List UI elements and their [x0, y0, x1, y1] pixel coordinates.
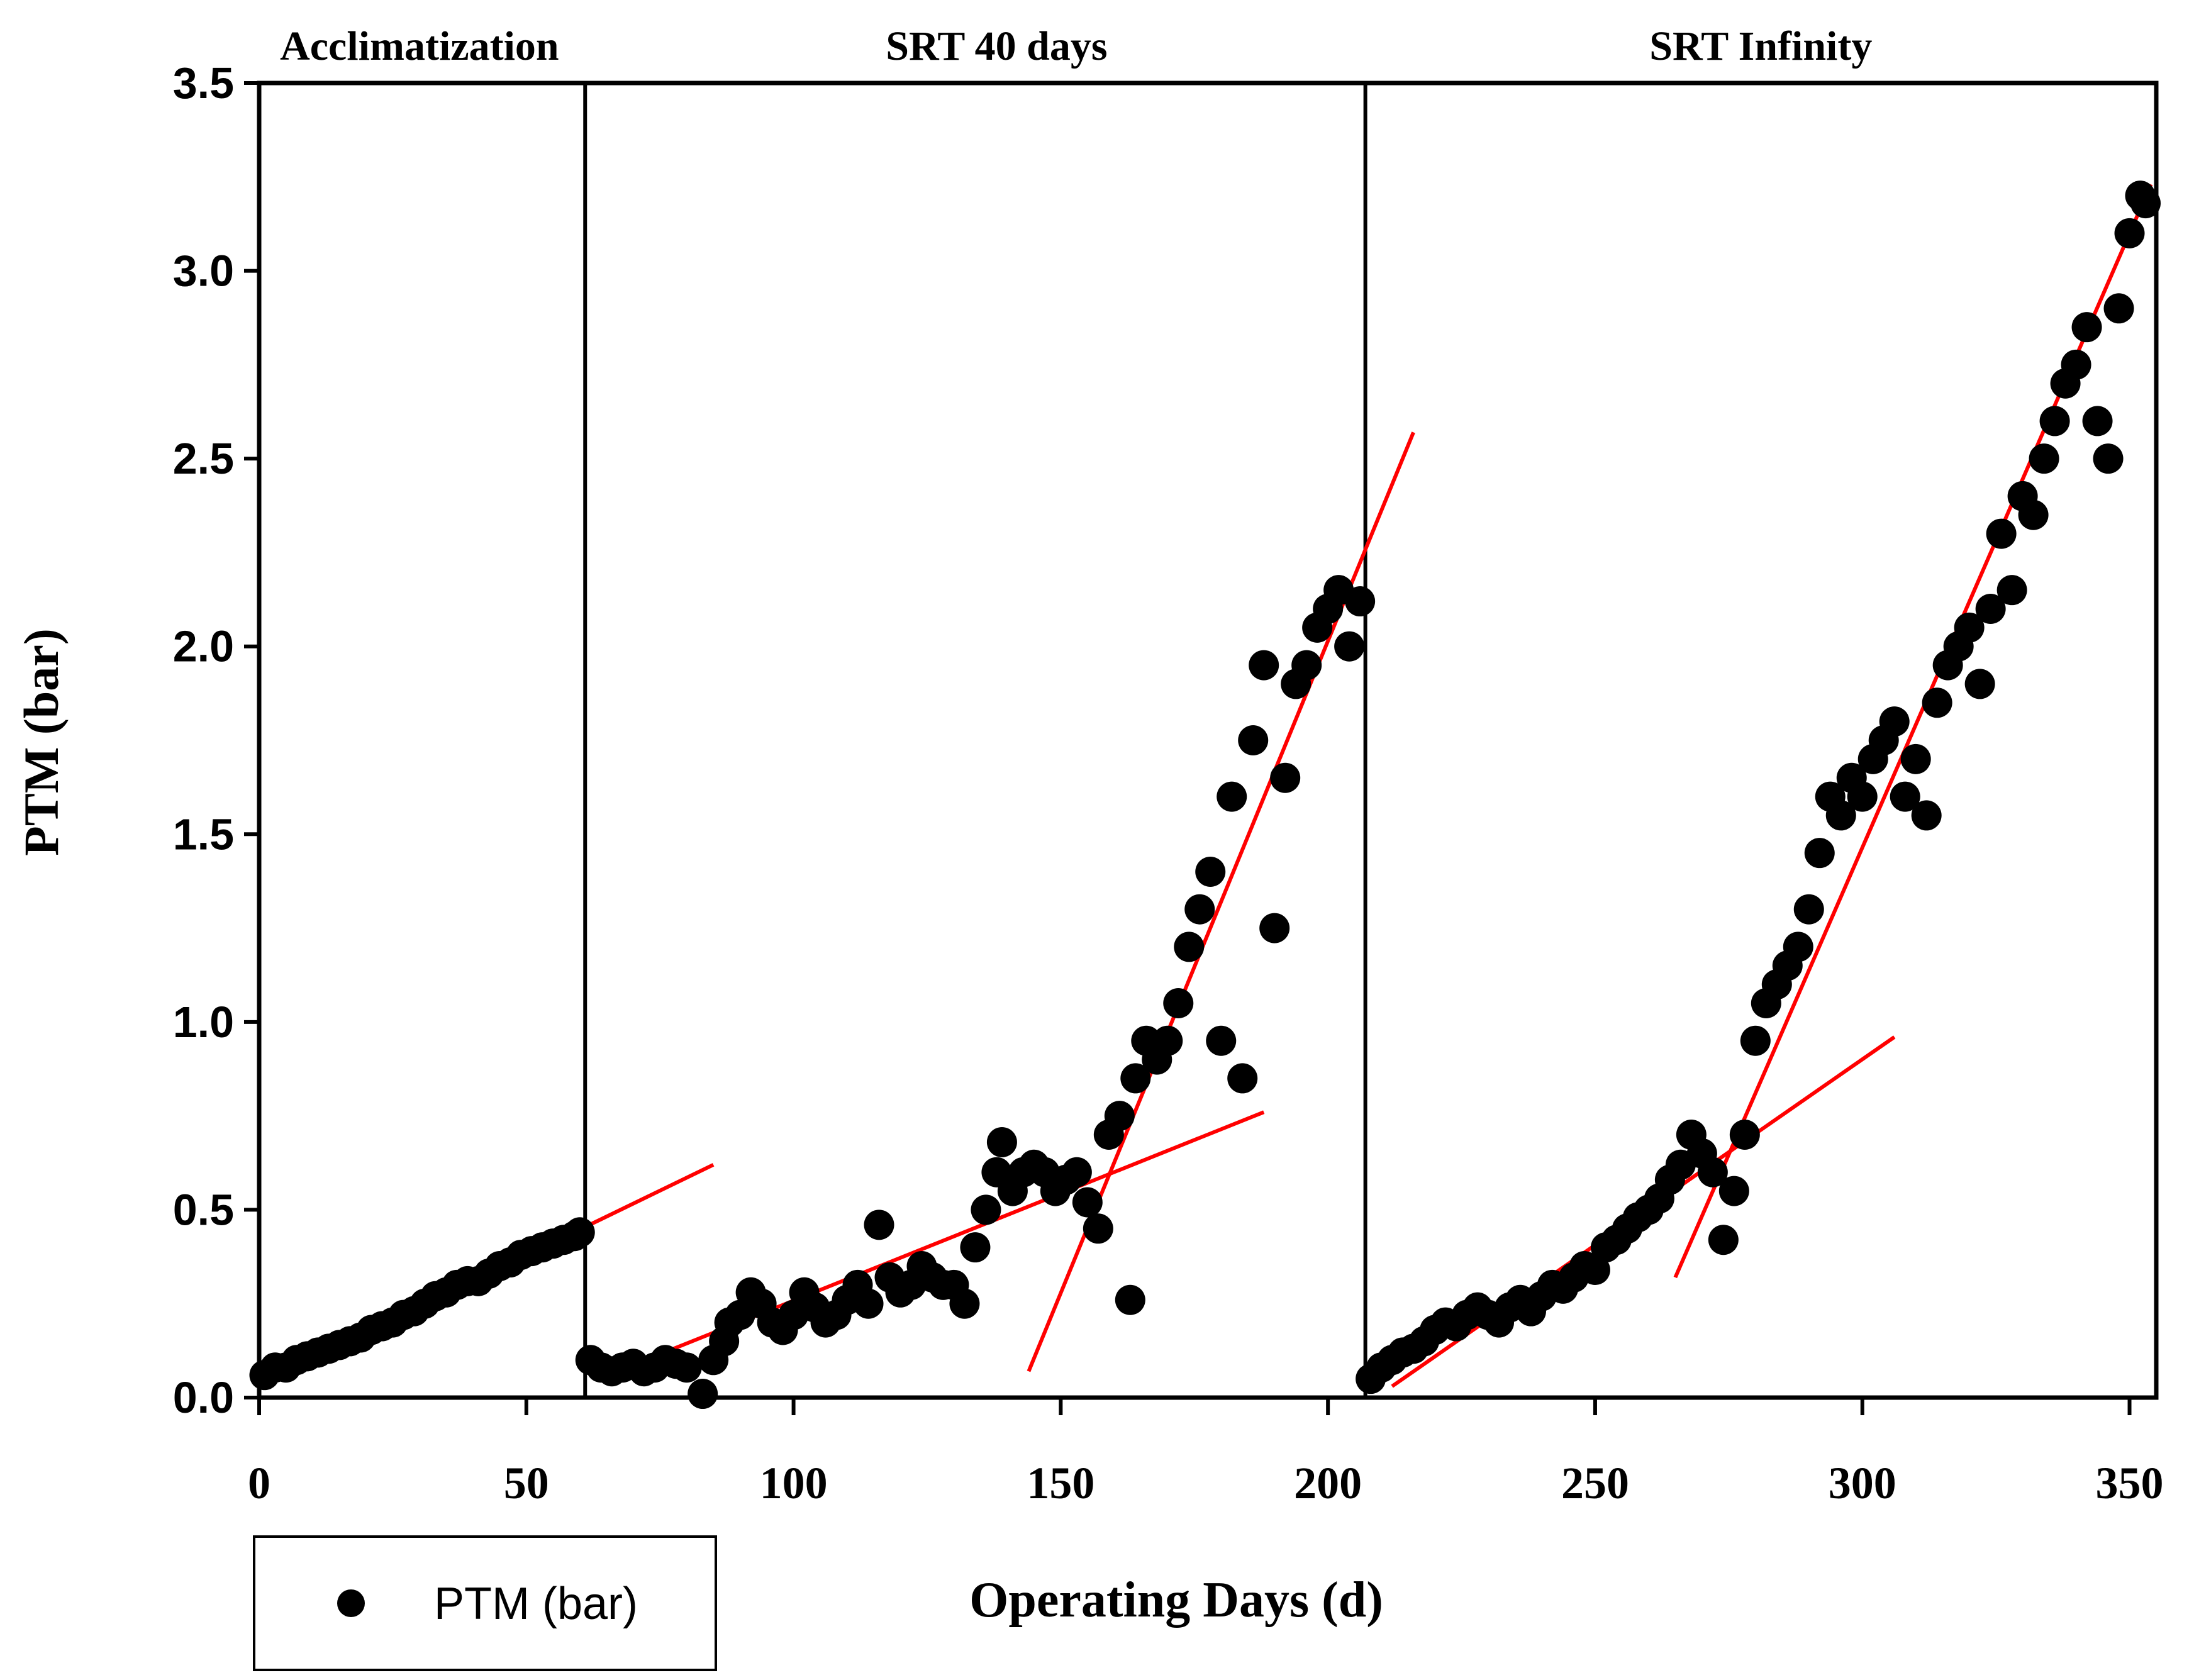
data-point	[853, 1288, 884, 1319]
y-axis-ticks: 0.0 0.5 1.0 1.5 2.0 2.5 3.0 3.5	[173, 58, 259, 1422]
y-tick-label: 2.5	[173, 434, 234, 483]
data-point	[1174, 932, 1205, 962]
phase-boundaries	[583, 83, 1367, 1398]
data-point	[1345, 586, 1376, 617]
data-point	[1964, 669, 1995, 699]
data-point	[1847, 781, 1878, 812]
phase-title-srt-40-days: SRT 40 days	[886, 23, 1107, 69]
legend-marker	[337, 1589, 365, 1617]
data-point	[1104, 1101, 1135, 1132]
data-point	[960, 1232, 991, 1263]
legend-box	[253, 1535, 717, 1671]
y-tick-label: 1.0	[173, 998, 234, 1047]
data-points	[249, 181, 2161, 1410]
data-point	[1793, 894, 1824, 925]
x-tick-label: 300	[1829, 1458, 1896, 1508]
data-point	[1954, 612, 1985, 643]
data-point	[1334, 631, 1365, 662]
data-point	[1740, 1025, 1771, 1056]
data-point	[1804, 838, 1835, 869]
data-point	[1206, 1025, 1237, 1056]
y-axis-label: PTM (bar)	[14, 628, 69, 856]
fit-line	[1673, 184, 2153, 1279]
x-tick-label: 50	[504, 1458, 549, 1508]
data-point	[1579, 1254, 1610, 1285]
data-point	[1986, 518, 2017, 549]
y-tick-label: 3.5	[173, 58, 234, 108]
data-point	[2114, 218, 2145, 248]
x-axis-label: Operating Days (d)	[969, 1572, 1383, 1628]
phase-title-acclimatization: Acclimatization	[280, 23, 559, 69]
data-point	[1708, 1225, 1739, 1255]
data-point	[671, 1352, 702, 1383]
legend-label: PTM (bar)	[434, 1579, 638, 1629]
y-tick-label: 0.0	[173, 1373, 234, 1422]
data-point	[1152, 1025, 1183, 1056]
data-point	[1718, 1176, 1749, 1206]
data-point	[2039, 406, 2070, 437]
data-point	[2071, 312, 2102, 343]
data-point	[1922, 687, 1952, 718]
x-tick-label: 0	[248, 1458, 270, 1508]
data-point	[1217, 781, 1247, 812]
data-point	[1879, 706, 1910, 737]
data-point	[986, 1126, 1017, 1157]
data-point	[1270, 762, 1301, 793]
y-tick-label: 3.0	[173, 247, 234, 296]
data-point	[1061, 1157, 1092, 1188]
data-point	[1238, 725, 1269, 755]
x-tick-label: 150	[1027, 1458, 1094, 1508]
data-point	[1227, 1063, 1258, 1094]
x-tick-label: 350	[2096, 1458, 2164, 1508]
data-point	[1120, 1063, 1151, 1094]
data-point	[564, 1217, 595, 1248]
data-point	[1115, 1284, 1145, 1315]
data-point	[1072, 1187, 1103, 1218]
x-tick-label: 200	[1294, 1458, 1362, 1508]
data-point	[1911, 800, 1942, 831]
data-point	[688, 1379, 718, 1410]
data-point	[1996, 575, 2027, 606]
x-axis-ticks: 0 50 100 150 200 250 300 350	[248, 1398, 2164, 1508]
data-point	[1697, 1157, 1728, 1188]
y-tick-label: 1.5	[173, 809, 234, 859]
x-tick-label: 100	[760, 1458, 828, 1508]
data-point	[1163, 988, 1194, 1018]
data-point	[1890, 781, 1920, 812]
y-tick-label: 2.0	[173, 622, 234, 671]
data-point	[1195, 857, 1226, 887]
data-point	[1249, 650, 1279, 681]
data-point	[1900, 743, 1931, 774]
data-point	[1825, 800, 1856, 831]
data-point	[1783, 932, 1813, 962]
data-point	[1729, 1120, 1760, 1150]
y-tick-label: 0.5	[173, 1185, 234, 1234]
data-point	[949, 1288, 980, 1319]
data-point	[2130, 188, 2161, 219]
data-point	[1083, 1213, 1113, 1244]
data-point	[864, 1210, 894, 1240]
data-point	[971, 1194, 1001, 1225]
data-point	[2029, 443, 2059, 474]
data-point	[2061, 349, 2091, 380]
data-point	[2093, 443, 2124, 474]
phase-title-srt-infinity: SRT Infinity	[1649, 23, 1872, 69]
data-point	[1975, 594, 2006, 624]
data-point	[1184, 894, 1215, 925]
data-point	[1291, 650, 1322, 681]
data-point	[1259, 913, 1290, 943]
x-tick-label: 250	[1561, 1458, 1629, 1508]
data-point	[2082, 406, 2113, 437]
plot-frame	[257, 81, 2159, 1400]
data-point	[2103, 293, 2134, 324]
data-point	[2018, 499, 2049, 530]
